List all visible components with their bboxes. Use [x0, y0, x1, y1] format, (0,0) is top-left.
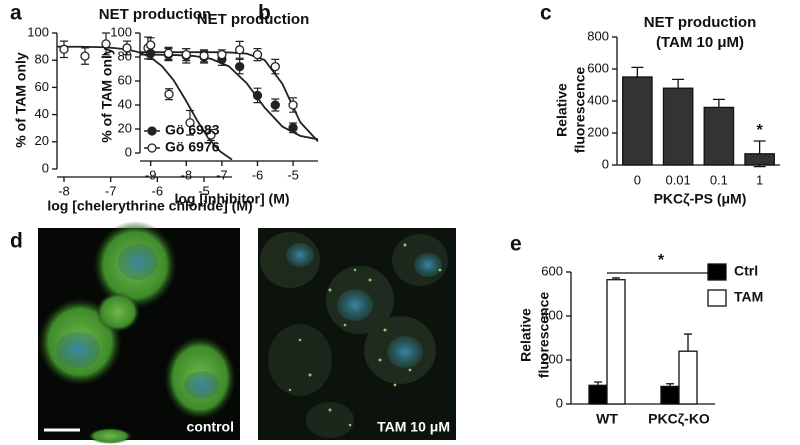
data-point — [252, 90, 263, 101]
data-point — [270, 61, 280, 72]
bar — [662, 87, 694, 166]
y-tick-label: 60 — [35, 79, 49, 94]
panel-label: b — [258, 2, 271, 25]
data-point — [185, 118, 195, 128]
y-axis-label: Relative — [518, 308, 534, 362]
x-tick-label: PKCζ-KO — [648, 411, 710, 427]
chart-title: (TAM 10 μM) — [656, 34, 744, 51]
x-tick-label: 1 — [756, 172, 763, 187]
y-tick-label: 100 — [27, 24, 49, 39]
y-tick-label: 0 — [42, 160, 49, 175]
x-axis-label: PKCζ-PS (μM) — [654, 191, 747, 207]
legend-label: Gö 6983 — [165, 122, 220, 138]
data-point — [235, 45, 245, 55]
y-tick-label: 0 — [556, 395, 563, 410]
x-axis-label: log [inhibitor] (M) — [174, 191, 289, 207]
data-point — [235, 61, 245, 72]
micrograph-tam — [258, 228, 456, 440]
y-axis-label: % of TAM only — [13, 52, 29, 148]
bar — [678, 350, 698, 405]
y-axis-label: fluorescence — [572, 67, 588, 154]
y-tick-label: 20 — [35, 133, 49, 148]
bar — [606, 279, 626, 405]
legend-label: Ctrl — [734, 263, 758, 279]
x-tick-label: -7 — [105, 183, 117, 198]
data-point — [217, 49, 227, 60]
bar — [660, 385, 680, 405]
x-tick-label: -5 — [287, 167, 299, 182]
y-tick-label: 600 — [541, 263, 563, 278]
data-point — [163, 48, 174, 59]
legend-swatch — [707, 289, 727, 307]
data-point — [206, 130, 216, 140]
y-axis-label: fluorescence — [536, 292, 552, 379]
x-tick-label: -5 — [198, 183, 210, 198]
x-tick-label: 0 — [634, 172, 641, 187]
data-point — [146, 40, 156, 50]
x-axis-label: log [chelerythrine chloride] (M) — [47, 198, 252, 214]
bar — [703, 106, 735, 166]
data-point — [181, 49, 191, 60]
panel-label: e — [510, 233, 522, 256]
y-tick-label: 400 — [587, 92, 609, 107]
x-tick-label: 0.01 — [665, 172, 690, 187]
bar — [744, 153, 775, 166]
y-tick-label: 20 — [118, 120, 132, 135]
data-point — [252, 49, 263, 60]
x-tick-label: -6 — [252, 167, 264, 182]
image-caption: control — [187, 419, 234, 435]
x-tick-label: -7 — [216, 167, 228, 182]
y-tick-label: 100 — [110, 24, 132, 39]
chart-title: NET production — [197, 11, 310, 28]
y-tick-label: 200 — [587, 124, 609, 139]
panel-label: d — [10, 230, 23, 253]
x-tick-label: -6 — [152, 183, 164, 198]
panel-label: a — [10, 2, 22, 25]
panel-label: c — [540, 2, 552, 25]
legend-marker — [147, 143, 157, 153]
y-tick-label: 80 — [35, 52, 49, 67]
y-tick-label: 600 — [587, 60, 609, 75]
data-point — [199, 51, 209, 61]
micrograph-control — [38, 221, 240, 444]
image-caption: TAM 10 μM — [377, 419, 450, 435]
y-tick-label: 80 — [118, 48, 132, 63]
data-point — [80, 51, 90, 61]
legend-marker — [147, 126, 157, 136]
x-tick-label: -8 — [58, 183, 70, 198]
data-point — [101, 39, 111, 49]
data-point — [122, 43, 132, 53]
y-tick-label: 40 — [35, 106, 49, 121]
data-point — [270, 100, 280, 110]
x-tick-label: 0.1 — [710, 172, 728, 187]
data-point — [288, 123, 298, 133]
legend-label: Gö 6976 — [165, 139, 220, 155]
legend-label: TAM — [734, 289, 763, 305]
y-tick-label: 200 — [541, 351, 563, 366]
y-tick-label: 800 — [587, 28, 609, 43]
significance-mark: * — [757, 122, 764, 139]
y-tick-label: 400 — [541, 307, 563, 322]
y-tick-label: 0 — [602, 156, 609, 171]
x-tick-label: WT — [596, 411, 618, 427]
data-point — [288, 100, 298, 110]
chart-title: NET production — [644, 14, 757, 31]
y-tick-label: 60 — [118, 72, 132, 87]
x-tick-label: -8 — [180, 167, 192, 182]
y-axis-label: Relative — [554, 83, 570, 137]
bar — [622, 76, 653, 166]
chart-title: NET production — [99, 6, 212, 23]
bar — [588, 384, 608, 405]
significance-mark: * — [658, 252, 665, 269]
x-tick-label: -9 — [145, 167, 157, 182]
y-axis-label: % of TAM only — [99, 47, 115, 143]
y-tick-label: 40 — [118, 96, 132, 111]
y-tick-label: 0 — [125, 144, 132, 159]
error-bar — [684, 333, 692, 352]
legend-swatch — [707, 263, 727, 281]
data-point — [59, 44, 69, 54]
data-point — [164, 89, 174, 99]
